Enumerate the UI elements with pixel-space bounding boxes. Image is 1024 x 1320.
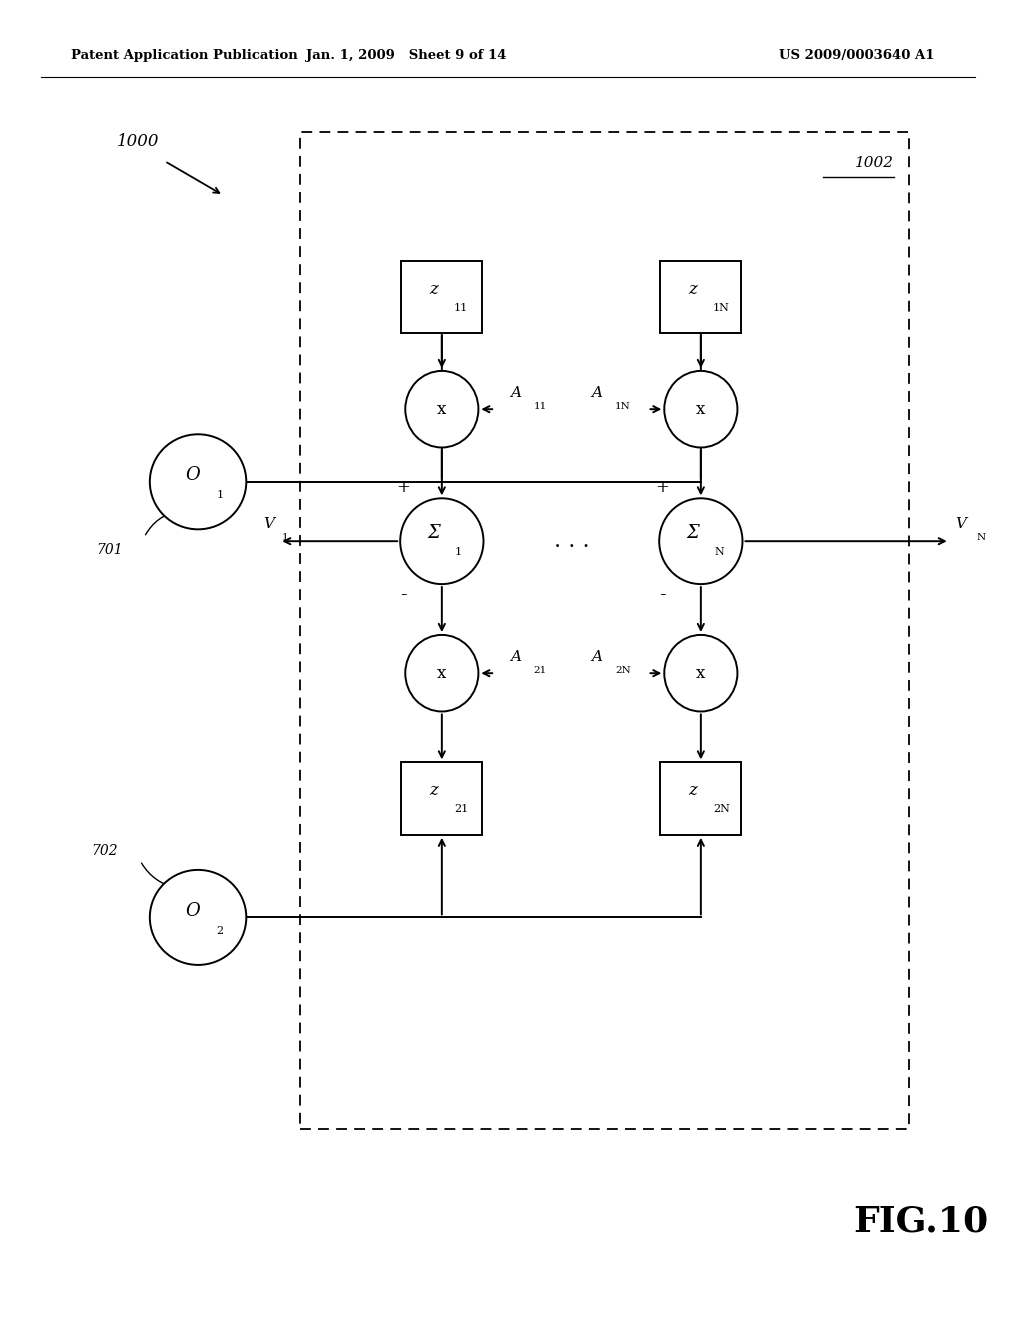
Ellipse shape (665, 635, 737, 711)
Ellipse shape (406, 371, 478, 447)
Text: A: A (510, 387, 521, 400)
Text: Patent Application Publication: Patent Application Publication (71, 49, 298, 62)
Text: FIG.10: FIG.10 (853, 1204, 988, 1238)
Text: N: N (976, 533, 985, 541)
Text: x: x (437, 401, 446, 417)
Ellipse shape (406, 635, 478, 711)
Text: V: V (263, 517, 274, 531)
Bar (660, 260, 741, 333)
Ellipse shape (150, 434, 247, 529)
Text: -: - (400, 586, 407, 603)
Text: A: A (591, 651, 602, 664)
Text: 21: 21 (454, 804, 468, 814)
Text: 2: 2 (216, 925, 223, 936)
Text: x: x (696, 401, 706, 417)
Bar (660, 763, 741, 836)
Text: z: z (429, 281, 438, 297)
Text: O: O (185, 466, 201, 484)
Text: +: + (655, 479, 670, 496)
Text: z: z (429, 783, 438, 799)
Bar (401, 260, 482, 333)
Text: . . .: . . . (554, 531, 589, 552)
Text: V: V (954, 517, 966, 531)
Text: O: O (185, 902, 201, 920)
Ellipse shape (659, 499, 742, 583)
Text: x: x (696, 665, 706, 681)
Text: 11: 11 (454, 302, 468, 313)
Text: 2N: 2N (615, 667, 631, 675)
Bar (401, 763, 482, 836)
Text: 1N: 1N (615, 403, 631, 411)
Text: 1002: 1002 (855, 156, 894, 170)
Text: +: + (396, 479, 411, 496)
Text: 11: 11 (534, 403, 547, 411)
Ellipse shape (400, 499, 483, 583)
Text: Σ: Σ (686, 524, 699, 543)
Text: z: z (688, 783, 697, 799)
Text: 701: 701 (96, 544, 123, 557)
Text: Jan. 1, 2009   Sheet 9 of 14: Jan. 1, 2009 Sheet 9 of 14 (306, 49, 507, 62)
Text: 702: 702 (91, 845, 118, 858)
Text: x: x (437, 665, 446, 681)
Text: 2N: 2N (713, 804, 730, 814)
Text: 1000: 1000 (117, 133, 160, 149)
Text: N: N (714, 546, 724, 557)
Text: A: A (591, 387, 602, 400)
Text: 1: 1 (282, 533, 288, 541)
Text: -: - (658, 586, 666, 603)
Text: Σ: Σ (427, 524, 440, 543)
Text: A: A (510, 651, 521, 664)
Ellipse shape (150, 870, 247, 965)
Bar (300, 132, 909, 1129)
Text: US 2009/0003640 A1: US 2009/0003640 A1 (779, 49, 935, 62)
Text: 1: 1 (216, 490, 223, 500)
Text: 1N: 1N (713, 302, 730, 313)
Ellipse shape (665, 371, 737, 447)
Text: 21: 21 (534, 667, 547, 675)
Text: 1: 1 (455, 546, 462, 557)
Text: z: z (688, 281, 697, 297)
